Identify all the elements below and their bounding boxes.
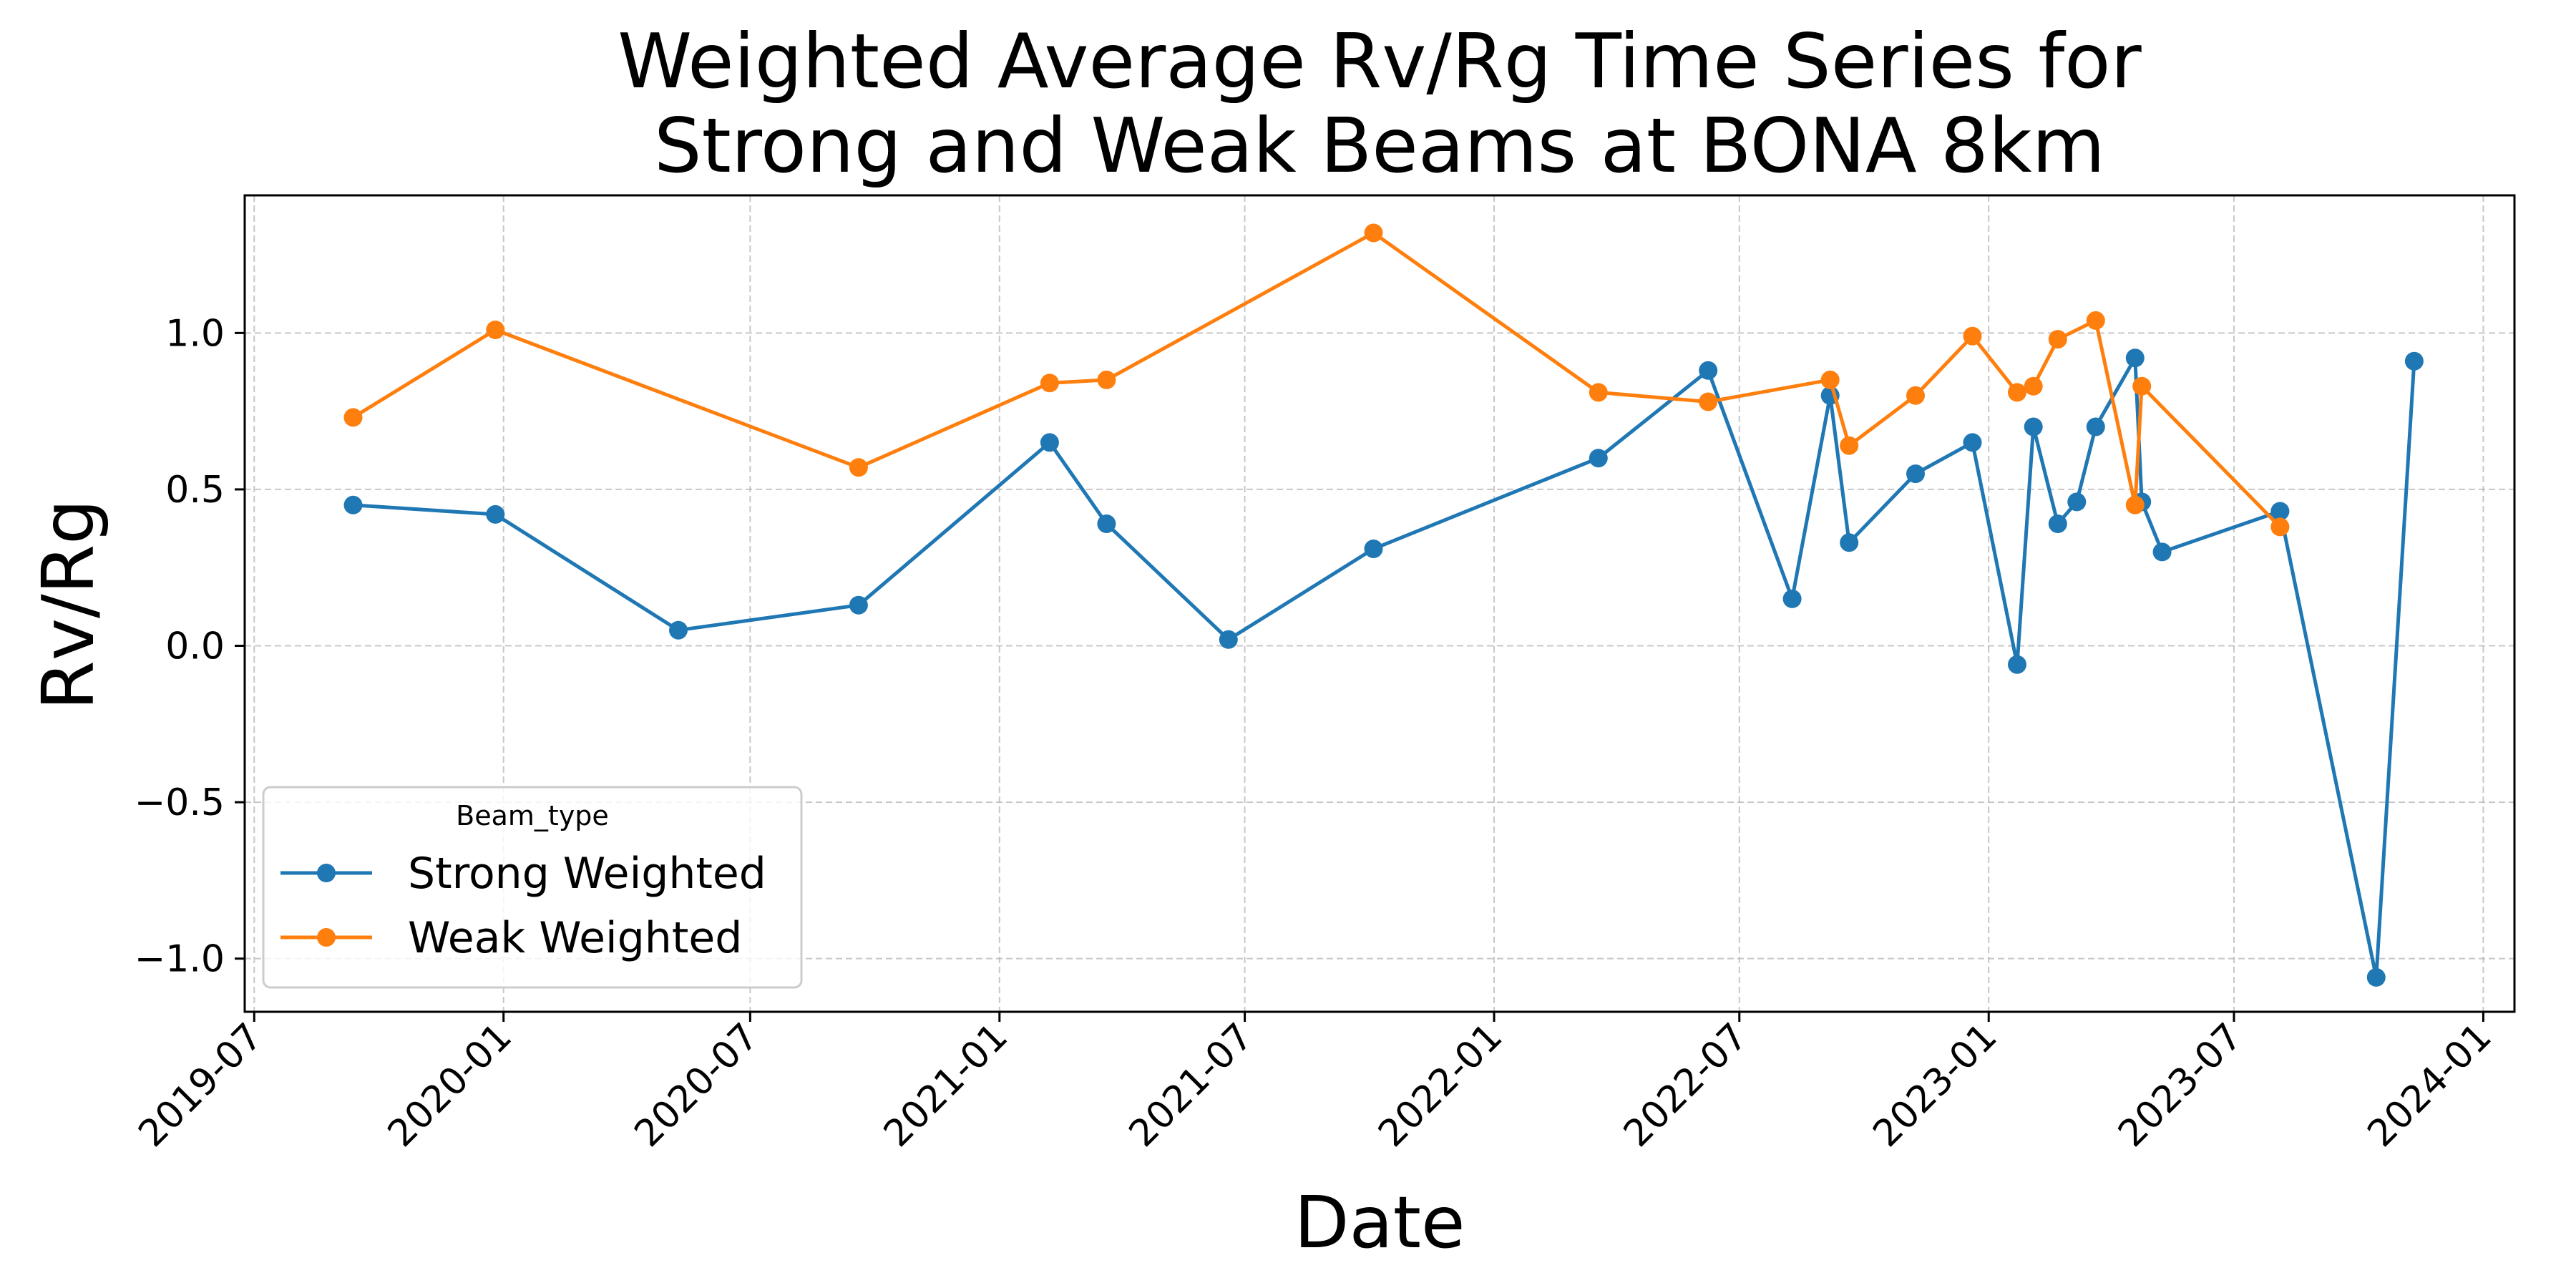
data-point-strong-weighted <box>486 504 505 524</box>
data-point-weak-weighted <box>1040 374 1059 393</box>
y-tick-label: 1.0 <box>165 312 225 355</box>
data-point-weak-weighted <box>2086 311 2105 330</box>
data-point-weak-weighted <box>1963 326 1982 346</box>
data-point-weak-weighted <box>1820 370 1840 389</box>
data-point-strong-weighted <box>849 595 868 615</box>
legend-label-strong: Strong Weighted <box>408 849 766 899</box>
x-axis-label: Date <box>1294 1181 1465 1264</box>
y-tick-label: 0.0 <box>165 625 225 668</box>
data-point-strong-weighted <box>2008 655 2026 674</box>
y-tick-label: −0.5 <box>135 781 225 824</box>
legend-marker-strong <box>317 864 336 882</box>
data-point-weak-weighted <box>1699 392 1718 411</box>
data-point-weak-weighted <box>1097 370 1116 389</box>
data-point-weak-weighted <box>2008 383 2026 402</box>
data-point-strong-weighted <box>1906 464 1925 484</box>
data-point-strong-weighted <box>1782 589 1802 608</box>
data-point-weak-weighted <box>2132 376 2152 396</box>
data-point-strong-weighted <box>2152 542 2172 562</box>
data-point-strong-weighted <box>2404 351 2424 371</box>
data-point-strong-weighted <box>343 495 363 514</box>
data-point-strong-weighted <box>1040 433 1059 452</box>
series-layer <box>343 223 2424 987</box>
legend-title: Beam_type <box>456 800 609 831</box>
data-point-strong-weighted <box>1219 630 1238 649</box>
data-point-strong-weighted <box>2125 348 2145 368</box>
data-point-weak-weighted <box>343 408 363 427</box>
data-point-weak-weighted <box>2048 330 2067 349</box>
data-point-weak-weighted <box>2024 376 2043 396</box>
data-point-weak-weighted <box>486 321 505 339</box>
data-point-strong-weighted <box>1840 533 1859 552</box>
series-strong-weighted <box>343 348 2424 987</box>
data-point-weak-weighted <box>1840 436 1859 455</box>
plot-frame <box>243 194 2516 1013</box>
legend-label-weak: Weak Weighted <box>408 913 742 963</box>
data-point-strong-weighted <box>669 620 688 640</box>
data-point-strong-weighted <box>2024 417 2043 436</box>
data-point-strong-weighted <box>1097 514 1116 533</box>
data-point-weak-weighted <box>849 458 868 477</box>
data-point-strong-weighted <box>2067 492 2087 512</box>
data-point-strong-weighted <box>1963 433 1982 452</box>
data-point-weak-weighted <box>2270 517 2290 537</box>
y-axis-label: Rv/Rg <box>26 499 110 710</box>
y-tick-label: 0.5 <box>165 469 225 512</box>
legend-marker-weak <box>317 928 336 947</box>
data-point-strong-weighted <box>2270 502 2290 521</box>
series-weak-weighted <box>343 223 2290 537</box>
series-line-strong-weighted <box>353 356 2416 980</box>
legend: Beam_type Strong Weighted Weak Weighted <box>262 786 803 989</box>
data-point-strong-weighted <box>1364 540 1383 558</box>
data-point-weak-weighted <box>1589 383 1608 402</box>
legend-box <box>262 786 803 989</box>
data-point-strong-weighted <box>2366 967 2386 987</box>
data-point-weak-weighted <box>1906 386 1925 405</box>
data-point-strong-weighted <box>2086 417 2105 436</box>
data-point-weak-weighted <box>2125 495 2145 514</box>
data-point-strong-weighted <box>1589 449 1608 468</box>
chart-title-line-1: Weighted Average Rv/Rg Time Series for <box>618 18 2142 105</box>
data-point-weak-weighted <box>1364 223 1383 243</box>
data-point-strong-weighted <box>1699 361 1718 380</box>
data-point-strong-weighted <box>2048 514 2067 533</box>
y-tick-label: −1.0 <box>135 938 225 981</box>
chart-title-line-2: Strong and Weak Beams at BONA 8km <box>654 102 2105 190</box>
